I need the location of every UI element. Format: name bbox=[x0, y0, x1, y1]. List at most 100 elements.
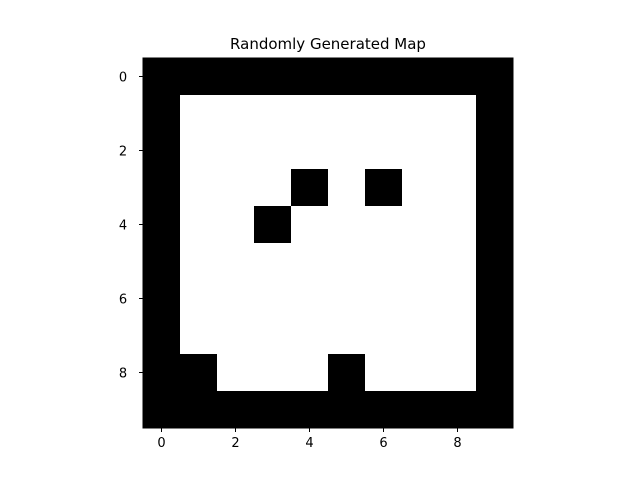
heatmap-cell bbox=[365, 391, 403, 429]
heatmap-cell bbox=[291, 169, 329, 207]
heatmap-cell bbox=[402, 317, 440, 355]
heatmap-cell bbox=[439, 391, 477, 429]
heatmap-cell bbox=[328, 206, 366, 244]
heatmap-cell bbox=[365, 317, 403, 355]
heatmap-cell bbox=[291, 280, 329, 318]
y-tick-label: 6 bbox=[119, 293, 127, 308]
heatmap-cell bbox=[217, 280, 255, 318]
heatmap-cell bbox=[291, 391, 329, 429]
heatmap-cell bbox=[217, 317, 255, 355]
heatmap-cell bbox=[439, 317, 477, 355]
heatmap-cell bbox=[402, 354, 440, 392]
heatmap-cell bbox=[180, 280, 218, 318]
heatmap-cell bbox=[328, 391, 366, 429]
heatmap-cell bbox=[439, 243, 477, 281]
heatmap-cell bbox=[180, 169, 218, 207]
heatmap-cell bbox=[402, 95, 440, 133]
heatmap-cell bbox=[180, 243, 218, 281]
heatmap-cell bbox=[402, 132, 440, 170]
heatmap-cell bbox=[254, 95, 292, 133]
heatmap-cell bbox=[254, 132, 292, 170]
heatmap-cell bbox=[439, 58, 477, 96]
heatmap-cell bbox=[254, 243, 292, 281]
heatmap-cell bbox=[402, 391, 440, 429]
heatmap-cell bbox=[291, 317, 329, 355]
heatmap-cell bbox=[328, 243, 366, 281]
heatmap-cell bbox=[476, 95, 514, 133]
heatmap-cell bbox=[328, 58, 366, 96]
heatmap-cell bbox=[439, 132, 477, 170]
heatmap-cell bbox=[254, 169, 292, 207]
heatmap-cell bbox=[365, 243, 403, 281]
heatmap-cell bbox=[476, 243, 514, 281]
heatmap-cell bbox=[365, 169, 403, 207]
heatmap-cell bbox=[180, 354, 218, 392]
x-tick-label: 4 bbox=[305, 436, 313, 451]
heatmap-cell bbox=[476, 391, 514, 429]
heatmap-cell bbox=[254, 280, 292, 318]
heatmap-cell bbox=[365, 280, 403, 318]
heatmap-cell bbox=[217, 206, 255, 244]
heatmap-cell bbox=[143, 58, 181, 96]
heatmap-cell bbox=[180, 317, 218, 355]
heatmap-cell bbox=[180, 206, 218, 244]
heatmap-cell bbox=[254, 317, 292, 355]
heatmap-cell bbox=[365, 58, 403, 96]
heatmap-cell bbox=[402, 206, 440, 244]
y-tick-label: 4 bbox=[119, 219, 127, 234]
heatmap-cell bbox=[328, 95, 366, 133]
heatmap-cell bbox=[143, 391, 181, 429]
heatmap-cell bbox=[180, 391, 218, 429]
y-tick-label: 8 bbox=[119, 367, 127, 382]
heatmap-cell bbox=[476, 354, 514, 392]
heatmap-cell bbox=[328, 280, 366, 318]
heatmap-cell bbox=[476, 169, 514, 207]
heatmap-cell bbox=[143, 354, 181, 392]
heatmap-cell bbox=[254, 206, 292, 244]
heatmap-cell bbox=[402, 280, 440, 318]
heatmap-cell bbox=[143, 280, 181, 318]
heatmap-cell bbox=[328, 317, 366, 355]
heatmap-cell bbox=[439, 354, 477, 392]
heatmap-cell bbox=[254, 58, 292, 96]
heatmap-cell bbox=[291, 58, 329, 96]
heatmap-cell bbox=[402, 58, 440, 96]
plot-frame bbox=[142, 57, 514, 429]
axes: 0 2 4 6 8 0 2 4 6 8 bbox=[119, 57, 514, 451]
heatmap-cell bbox=[476, 317, 514, 355]
heatmap-cell bbox=[328, 132, 366, 170]
heatmap-cell bbox=[254, 391, 292, 429]
heatmap-cell bbox=[217, 391, 255, 429]
heatmap-cell bbox=[217, 243, 255, 281]
heatmap-cell bbox=[254, 354, 292, 392]
heatmap-cell bbox=[217, 132, 255, 170]
y-tick-label: 0 bbox=[119, 71, 127, 86]
heatmap-cells bbox=[143, 58, 514, 429]
heatmap-cell bbox=[143, 132, 181, 170]
heatmap-cell bbox=[180, 58, 218, 96]
heatmap-cell bbox=[328, 169, 366, 207]
heatmap-cell bbox=[439, 206, 477, 244]
heatmap-cell bbox=[143, 206, 181, 244]
heatmap-cell bbox=[217, 95, 255, 133]
heatmap-cell bbox=[328, 354, 366, 392]
heatmap-cell bbox=[476, 58, 514, 96]
x-tick-label: 8 bbox=[453, 436, 461, 451]
x-tick-label: 6 bbox=[379, 436, 387, 451]
heatmap-cell bbox=[365, 354, 403, 392]
heatmap-cell bbox=[476, 132, 514, 170]
heatmap-cell bbox=[217, 354, 255, 392]
heatmap-cell bbox=[439, 169, 477, 207]
heatmap-cell bbox=[476, 280, 514, 318]
heatmap-cell bbox=[291, 354, 329, 392]
heatmap-cell bbox=[180, 132, 218, 170]
heatmap-cell bbox=[291, 95, 329, 133]
heatmap-cell bbox=[291, 243, 329, 281]
heatmap-cell bbox=[439, 95, 477, 133]
x-tick-label: 0 bbox=[157, 436, 165, 451]
heatmap-cell bbox=[291, 132, 329, 170]
chart-title: Randomly Generated Map bbox=[230, 35, 426, 53]
heatmap-cell bbox=[143, 169, 181, 207]
heatmap-cell bbox=[402, 243, 440, 281]
